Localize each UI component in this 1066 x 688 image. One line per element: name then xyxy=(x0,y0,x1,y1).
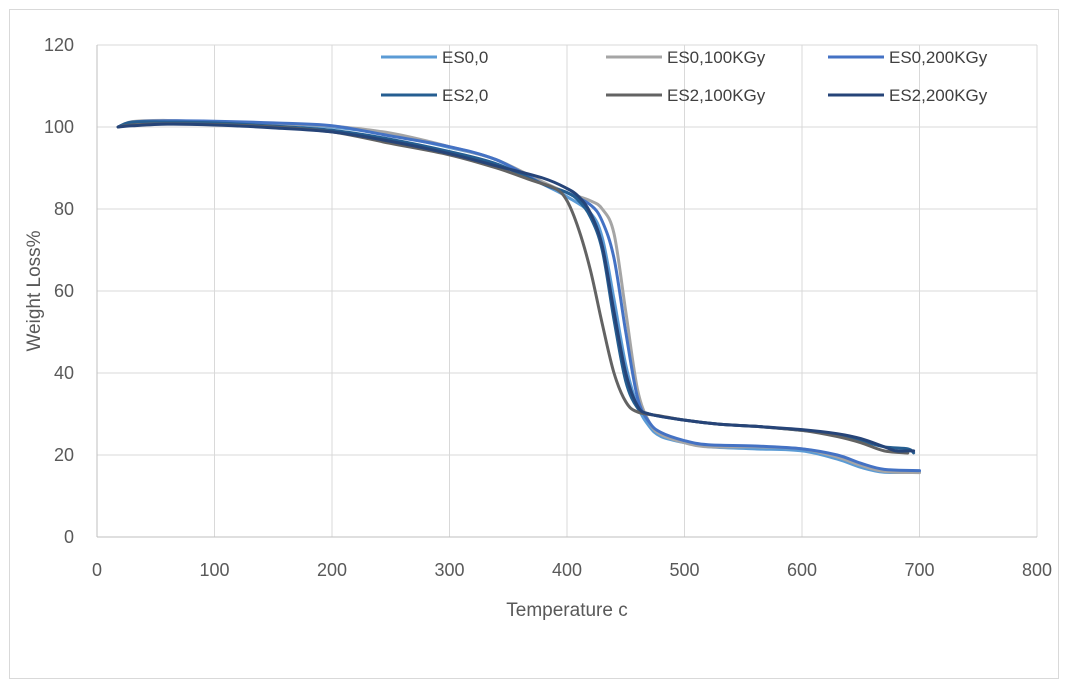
legend-label: ES2,200KGy xyxy=(889,86,988,105)
y-tick-label: 40 xyxy=(54,363,74,383)
y-tick-label: 80 xyxy=(54,199,74,219)
series-line-5 xyxy=(116,122,910,455)
x-tick-label: 300 xyxy=(434,560,464,580)
x-tick-label: 800 xyxy=(1022,560,1052,580)
axes xyxy=(96,45,1037,538)
x-tick-label: 0 xyxy=(92,560,102,580)
x-tick-label: 700 xyxy=(904,560,934,580)
y-tick-label: 100 xyxy=(44,117,74,137)
gridlines xyxy=(97,44,1038,537)
y-tick-label: 0 xyxy=(64,527,74,547)
legend-label: ES0,200KGy xyxy=(889,48,988,67)
legend-label: ES0,0 xyxy=(442,48,488,67)
legend: ES0,0 ES0,100KGy ES0,200KGy ES2,0 ES2,100KGy… xyxy=(381,48,988,105)
legend-label: ES2,100KGy xyxy=(667,86,766,105)
x-tick-label: 600 xyxy=(787,560,817,580)
x-axis-title: Temperature c xyxy=(506,600,627,621)
y-tick-label: 20 xyxy=(54,445,74,465)
series-line-3 xyxy=(116,119,921,473)
tick-labels: 0 20 40 60 80 100 120 0 100 200 300 400 500 600 700 800 xyxy=(44,35,1052,580)
legend-label: ES2,0 xyxy=(442,86,488,105)
y-tick-label: 120 xyxy=(44,35,74,55)
series-lines xyxy=(116,118,921,475)
x-tick-label: 100 xyxy=(199,560,229,580)
y-axis-title: Weight Loss% xyxy=(24,230,45,351)
y-tick-label: 60 xyxy=(54,281,74,301)
legend-label: ES0,100KGy xyxy=(667,48,766,67)
series-line-6 xyxy=(116,122,916,453)
x-tick-label: 500 xyxy=(669,560,699,580)
x-tick-label: 200 xyxy=(317,560,347,580)
x-tick-label: 400 xyxy=(552,560,582,580)
